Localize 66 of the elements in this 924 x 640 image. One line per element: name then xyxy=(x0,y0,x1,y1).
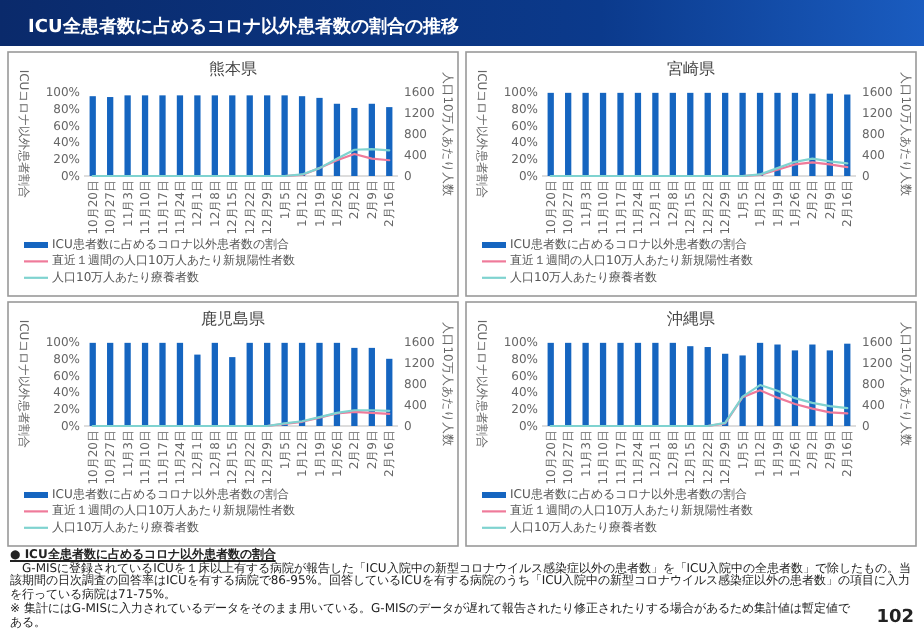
bar xyxy=(333,342,341,426)
text: 102 xyxy=(876,608,914,628)
bar xyxy=(565,342,572,426)
bar xyxy=(124,342,131,426)
bar xyxy=(316,97,323,176)
bar xyxy=(194,95,201,176)
bar xyxy=(107,97,114,176)
bar xyxy=(264,95,271,176)
bar xyxy=(141,95,149,176)
bar xyxy=(298,96,306,176)
bar xyxy=(194,354,201,426)
bar xyxy=(599,342,607,426)
bar xyxy=(351,347,358,426)
bar xyxy=(669,342,676,426)
bar xyxy=(386,358,393,426)
line-series xyxy=(706,389,849,428)
bar xyxy=(368,347,375,426)
bar xyxy=(582,342,589,426)
chart-title: 鹿児島県 xyxy=(201,310,265,328)
bar xyxy=(159,342,166,426)
bar xyxy=(826,350,833,426)
bar xyxy=(281,342,288,426)
chart-title: 沖縄県 xyxy=(667,310,715,328)
bar xyxy=(844,343,851,426)
bar xyxy=(298,342,306,426)
line-series xyxy=(91,148,391,178)
bar xyxy=(211,95,218,176)
bar xyxy=(159,95,166,176)
bar xyxy=(124,95,131,176)
bar xyxy=(704,347,711,426)
bar xyxy=(739,355,746,426)
bar xyxy=(264,342,271,426)
bar xyxy=(351,107,358,176)
bar xyxy=(89,96,96,176)
bar xyxy=(809,344,816,426)
bar xyxy=(791,350,799,426)
bar xyxy=(756,342,764,426)
bar xyxy=(281,95,288,176)
bar xyxy=(229,357,236,426)
bar xyxy=(634,342,642,426)
bar xyxy=(316,342,323,426)
bar xyxy=(547,342,554,426)
bar xyxy=(722,353,729,426)
text: ICU全患者数に占めるコロナ以外患者数の割合の推移 xyxy=(28,16,459,38)
chart-title: 宮崎県 xyxy=(667,60,715,78)
bar xyxy=(211,342,218,426)
bar xyxy=(107,342,114,426)
bar xyxy=(368,103,375,176)
bar xyxy=(774,344,781,426)
line-series xyxy=(549,157,849,178)
chart-title: 熊本県 xyxy=(209,60,257,78)
line-series xyxy=(549,383,849,428)
bar xyxy=(617,342,624,426)
bar xyxy=(246,342,253,426)
bar xyxy=(246,95,253,176)
bar xyxy=(229,95,236,176)
bar xyxy=(89,342,96,426)
line-series xyxy=(266,410,391,428)
bar xyxy=(141,342,149,426)
bar xyxy=(333,103,341,176)
bar xyxy=(176,342,184,426)
line-series xyxy=(91,409,391,428)
bar xyxy=(386,107,393,176)
bar xyxy=(176,95,184,176)
bar xyxy=(652,342,659,426)
bar xyxy=(687,346,694,426)
